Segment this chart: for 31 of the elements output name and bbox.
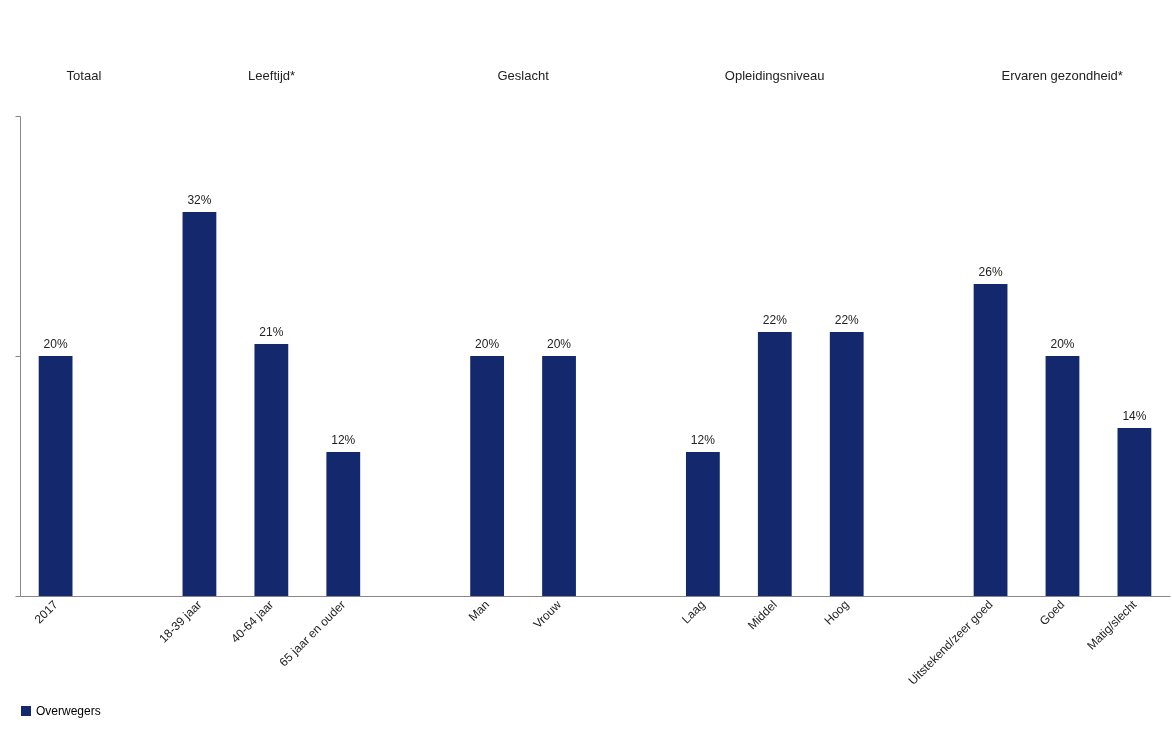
data-label: 32% [187, 193, 212, 207]
bar [973, 284, 1008, 596]
data-label: 12% [331, 433, 356, 447]
text: Totaal [66, 68, 102, 83]
bar [685, 452, 720, 596]
data-label: 22% [834, 313, 860, 327]
data-label: 12% [690, 433, 716, 447]
text: Opleidingsniveau [724, 68, 825, 83]
text: Ervaren gezondheid* [1001, 68, 1123, 83]
bar [38, 356, 73, 596]
data-label: 20% [547, 337, 572, 351]
bar [182, 212, 217, 596]
data-label: 20% [43, 337, 68, 351]
bar [326, 452, 361, 596]
data-label: 20% [1050, 337, 1075, 351]
bar [757, 332, 792, 596]
text: Geslacht [497, 68, 550, 83]
data-label: 26% [978, 265, 1003, 279]
bar [829, 332, 864, 596]
bar [542, 356, 576, 596]
x-tick-label: Man [465, 597, 493, 624]
data-label: 14% [1122, 409, 1147, 423]
bar [470, 356, 505, 596]
legend-label: Overwegers [36, 704, 101, 718]
bar [1045, 356, 1080, 596]
data-label: 21% [259, 325, 284, 339]
text: Leeftijd* [248, 68, 296, 83]
data-label: 20% [475, 337, 500, 351]
bar [1117, 428, 1152, 596]
data-label: 22% [762, 313, 788, 327]
bar [254, 344, 289, 596]
